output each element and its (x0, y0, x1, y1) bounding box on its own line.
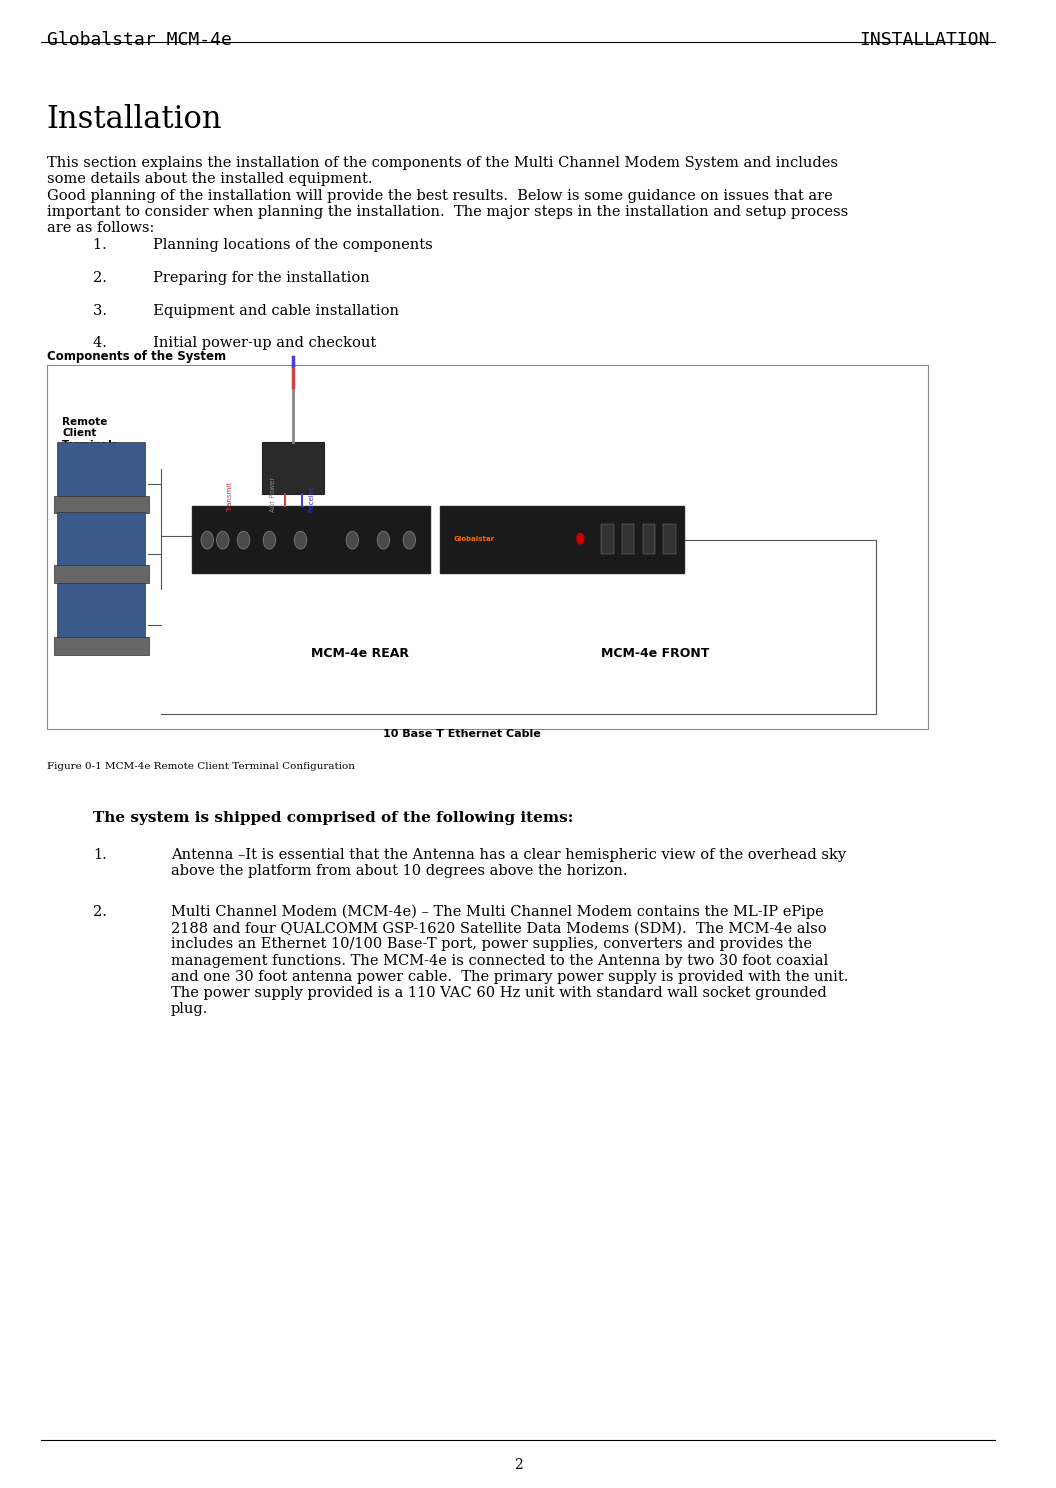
Circle shape (403, 531, 416, 549)
FancyBboxPatch shape (54, 565, 149, 583)
Text: 1.          Planning locations of the components: 1. Planning locations of the components (93, 238, 433, 251)
Text: Figure 0-1 MCM-4e Remote Client Terminal Configuration: Figure 0-1 MCM-4e Remote Client Terminal… (46, 762, 355, 771)
Text: Components of the System: Components of the System (46, 350, 226, 363)
Text: 2.: 2. (93, 905, 107, 918)
Text: 1.: 1. (93, 848, 107, 862)
Text: Installation: Installation (46, 104, 222, 135)
FancyBboxPatch shape (57, 512, 145, 568)
Circle shape (201, 531, 213, 549)
FancyBboxPatch shape (642, 524, 655, 554)
Text: This section explains the installation of the components of the Multi Channel Mo: This section explains the installation o… (46, 156, 848, 235)
FancyBboxPatch shape (663, 524, 676, 554)
Text: 3.          Equipment and cable installation: 3. Equipment and cable installation (93, 304, 399, 317)
Text: Receive: Receive (308, 485, 314, 512)
Circle shape (295, 531, 306, 549)
FancyBboxPatch shape (262, 442, 324, 494)
Text: 2.          Preparing for the installation: 2. Preparing for the installation (93, 271, 370, 284)
FancyBboxPatch shape (46, 365, 927, 729)
Circle shape (377, 531, 390, 549)
Text: Antenna –It is essential that the Antenna has a clear hemispheric view of the ov: Antenna –It is essential that the Antenn… (171, 848, 846, 878)
Text: Ant Power: Ant Power (269, 476, 276, 512)
FancyBboxPatch shape (57, 583, 145, 640)
Text: Transmit: Transmit (227, 482, 233, 512)
Circle shape (577, 533, 584, 545)
Circle shape (216, 531, 229, 549)
Text: MCM-4e FRONT: MCM-4e FRONT (601, 647, 710, 661)
FancyBboxPatch shape (54, 496, 149, 513)
Text: The system is shipped comprised of the following items:: The system is shipped comprised of the f… (93, 811, 573, 824)
Text: 4.          Initial power-up and checkout: 4. Initial power-up and checkout (93, 336, 377, 350)
FancyBboxPatch shape (601, 524, 614, 554)
Text: 10 Base T Ethernet Cable: 10 Base T Ethernet Cable (383, 729, 541, 740)
Text: Multi Channel Modem (MCM-4e) – The Multi Channel Modem contains the ML-IP ePipe
: Multi Channel Modem (MCM-4e) – The Multi… (171, 905, 848, 1016)
Circle shape (238, 531, 250, 549)
Circle shape (263, 531, 276, 549)
Text: Remote
Client
Terminals: Remote Client Terminals (62, 417, 119, 449)
Text: Globalstar MCM-4e: Globalstar MCM-4e (46, 31, 231, 49)
FancyBboxPatch shape (622, 524, 635, 554)
FancyBboxPatch shape (57, 442, 145, 498)
Text: INSTALLATION: INSTALLATION (860, 31, 989, 49)
FancyBboxPatch shape (440, 506, 684, 573)
FancyBboxPatch shape (54, 637, 149, 655)
Circle shape (346, 531, 359, 549)
Text: Globalstar: Globalstar (454, 536, 495, 542)
FancyBboxPatch shape (192, 506, 430, 573)
Text: 2: 2 (514, 1458, 523, 1472)
Text: MCM-4e REAR: MCM-4e REAR (310, 647, 409, 661)
